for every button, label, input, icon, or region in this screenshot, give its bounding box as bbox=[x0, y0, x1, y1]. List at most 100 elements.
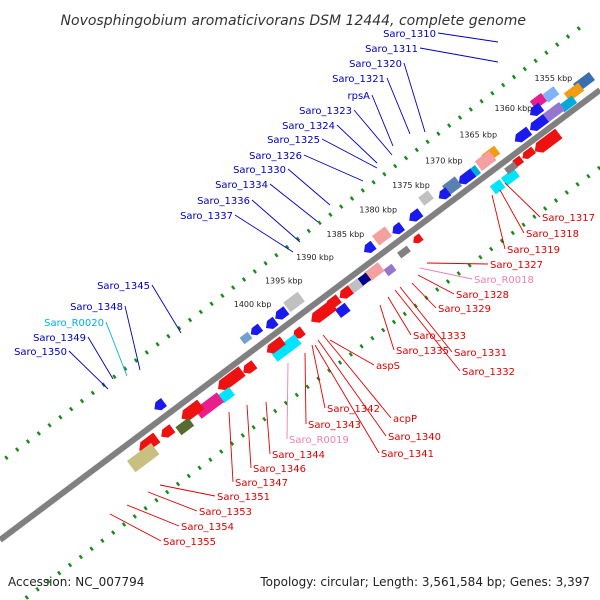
gene-feature[interactable] bbox=[283, 291, 305, 313]
gene-label[interactable]: Saro_1350 bbox=[14, 347, 67, 358]
gene-feature[interactable] bbox=[136, 432, 161, 456]
gene-label[interactable]: Saro_1348 bbox=[70, 302, 123, 313]
gene-label[interactable]: Saro_1319 bbox=[507, 245, 560, 256]
gene-label[interactable]: Saro_1331 bbox=[454, 348, 507, 359]
gene-arrow bbox=[413, 233, 424, 244]
gene-label[interactable]: Saro_1355 bbox=[163, 537, 216, 548]
gene-label[interactable]: Saro_1345 bbox=[97, 281, 150, 292]
gene-feature[interactable] bbox=[411, 233, 424, 245]
gene-feature[interactable] bbox=[264, 336, 286, 356]
gene-feature[interactable] bbox=[240, 360, 258, 376]
gene-feature[interactable] bbox=[214, 366, 246, 394]
gene-label[interactable]: Saro_1349 bbox=[33, 333, 86, 344]
gene-label[interactable]: Saro_1328 bbox=[456, 290, 509, 301]
gene-feature[interactable] bbox=[489, 179, 506, 195]
gene-feature[interactable] bbox=[504, 161, 518, 175]
gene-label[interactable]: Saro_1341 bbox=[381, 449, 434, 460]
gene-feature[interactable] bbox=[383, 263, 397, 277]
gene-feature[interactable] bbox=[474, 150, 497, 172]
gene-feature[interactable] bbox=[436, 187, 452, 202]
gene-label[interactable]: Saro_1332 bbox=[462, 367, 515, 378]
gene-label[interactable]: Saro_1351 bbox=[217, 492, 270, 503]
gene-feature[interactable] bbox=[397, 245, 411, 259]
gene-label[interactable]: Saro_1320 bbox=[349, 59, 402, 70]
scale-tick bbox=[144, 350, 149, 355]
gene-feature[interactable] bbox=[456, 168, 477, 188]
gene-label[interactable]: Saro_1336 bbox=[197, 196, 250, 207]
gene-feature[interactable] bbox=[175, 417, 195, 436]
gene-label[interactable]: Saro_1330 bbox=[233, 165, 286, 176]
gene-box bbox=[217, 387, 235, 404]
gene-feature[interactable] bbox=[543, 101, 565, 123]
gene-label[interactable]: Saro_1353 bbox=[199, 507, 252, 518]
gene-feature[interactable] bbox=[263, 316, 279, 332]
gene-feature[interactable] bbox=[151, 398, 167, 413]
gene-label[interactable]: Saro_1327 bbox=[490, 260, 543, 271]
gene-feature[interactable] bbox=[270, 334, 302, 362]
gene-label[interactable]: Saro_1344 bbox=[272, 450, 325, 461]
scale-tick bbox=[467, 262, 472, 268]
gene-label[interactable]: Saro_1323 bbox=[299, 106, 352, 117]
gene-feature[interactable] bbox=[248, 323, 264, 338]
gene-feature[interactable] bbox=[500, 168, 520, 186]
gene-feature[interactable] bbox=[217, 387, 235, 404]
leader-line bbox=[419, 267, 473, 280]
leader-line bbox=[87, 336, 114, 380]
scale-tick bbox=[263, 260, 268, 266]
gene-feature[interactable] bbox=[272, 306, 290, 322]
gene-label[interactable]: Saro_1346 bbox=[253, 464, 306, 475]
gene-feature[interactable] bbox=[308, 300, 338, 326]
gene-label[interactable]: Saro_1325 bbox=[267, 135, 320, 146]
gene-feature[interactable] bbox=[520, 146, 536, 162]
scale-tick bbox=[187, 317, 193, 323]
gene-label[interactable]: rpsA bbox=[347, 91, 370, 102]
gene-feature[interactable] bbox=[290, 326, 306, 341]
gene-feature[interactable] bbox=[178, 399, 205, 424]
gene-label[interactable]: Saro_1318 bbox=[526, 229, 579, 240]
map-title: Novosphingobium aromaticivorans DSM 1244… bbox=[61, 13, 526, 29]
gene-feature[interactable] bbox=[389, 222, 406, 237]
gene-label[interactable]: acpP bbox=[393, 414, 417, 425]
gene-label[interactable]: Saro_1335 bbox=[396, 346, 449, 357]
gene-label[interactable]: Saro_R0018 bbox=[474, 275, 534, 286]
gene-feature[interactable] bbox=[334, 302, 351, 318]
gene-label[interactable]: Saro_R0020 bbox=[44, 318, 104, 329]
gene-feature[interactable] bbox=[542, 86, 560, 103]
gene-feature[interactable] bbox=[194, 392, 224, 419]
gene-feature[interactable] bbox=[361, 240, 377, 256]
gene-label[interactable]: Saro_1310 bbox=[383, 29, 436, 40]
gene-label[interactable]: Saro_1340 bbox=[388, 432, 441, 443]
gene-label[interactable]: Saro_1333 bbox=[413, 331, 466, 342]
gene-feature[interactable] bbox=[563, 82, 585, 102]
gene-feature[interactable] bbox=[527, 113, 549, 134]
gene-label[interactable]: Saro_1326 bbox=[249, 151, 302, 162]
gene-label[interactable]: Saro_1343 bbox=[308, 420, 361, 431]
gene-label[interactable]: Saro_1334 bbox=[215, 180, 268, 191]
gene-feature[interactable] bbox=[406, 208, 424, 224]
gene-label[interactable]: Saro_1337 bbox=[180, 211, 233, 222]
gene-feature[interactable] bbox=[126, 443, 160, 473]
gene-arrow bbox=[514, 126, 533, 143]
gene-label[interactable]: Saro_1354 bbox=[181, 522, 234, 533]
scale-tick bbox=[349, 196, 355, 201]
gene-label[interactable]: Saro_1324 bbox=[282, 121, 335, 132]
gene-label[interactable]: Saro_1317 bbox=[542, 213, 595, 224]
gene-label[interactable]: aspS bbox=[376, 361, 400, 372]
gene-feature[interactable] bbox=[529, 92, 548, 110]
gene-feature[interactable] bbox=[239, 331, 253, 345]
gene-feature[interactable] bbox=[527, 102, 545, 119]
gene-label[interactable]: Saro_1329 bbox=[438, 304, 491, 315]
gene-arrow bbox=[311, 300, 338, 323]
gene-feature[interactable] bbox=[531, 128, 563, 157]
gene-feature[interactable] bbox=[372, 226, 392, 246]
gene-feature[interactable] bbox=[337, 285, 354, 301]
gene-label[interactable]: Saro_1347 bbox=[235, 478, 288, 489]
gene-label[interactable]: Saro_1311 bbox=[365, 44, 418, 55]
gene-feature[interactable] bbox=[418, 190, 434, 206]
gene-label[interactable]: Saro_1321 bbox=[332, 74, 385, 85]
gene-arrow bbox=[265, 316, 279, 329]
gene-label[interactable]: Saro_R0019 bbox=[289, 435, 349, 446]
gene-feature[interactable] bbox=[158, 424, 176, 440]
gene-label[interactable]: Saro_1342 bbox=[327, 404, 380, 415]
gene-feature[interactable] bbox=[512, 126, 533, 146]
